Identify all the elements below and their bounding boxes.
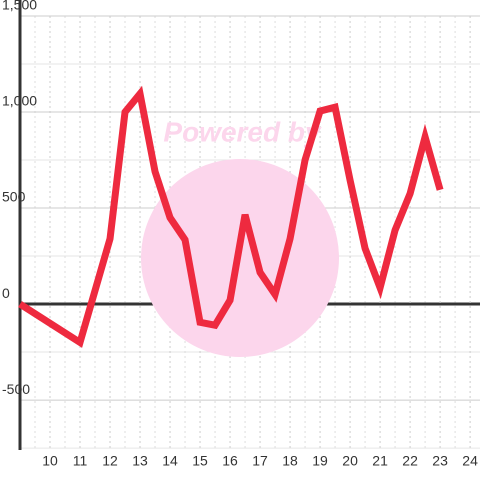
x-tick-label: 10 — [42, 453, 58, 469]
x-tick-label: 20 — [342, 453, 358, 469]
x-tick-label: 19 — [312, 453, 328, 469]
x-tick-label: 21 — [372, 453, 388, 469]
x-tick-label: 12 — [102, 453, 118, 469]
x-tick-label: 17 — [252, 453, 268, 469]
x-tick-label: 24 — [462, 453, 478, 469]
x-tick-label: 22 — [402, 453, 418, 469]
x-tick-label: 11 — [73, 453, 88, 469]
y-tick-label: 0 — [2, 285, 10, 301]
x-tick-label: 18 — [282, 453, 298, 469]
x-tick-label: 15 — [192, 453, 208, 469]
x-tick-label: 14 — [162, 453, 178, 469]
y-tick-label: -500 — [2, 381, 30, 397]
line-series — [18, 85, 444, 348]
y-tick-label: 500 — [2, 189, 26, 205]
watermark-text: Powered by — [163, 116, 322, 147]
x-tick-label: 23 — [432, 453, 448, 469]
x-tick-label: 16 — [222, 453, 238, 469]
x-tick-label: 13 — [132, 453, 148, 469]
